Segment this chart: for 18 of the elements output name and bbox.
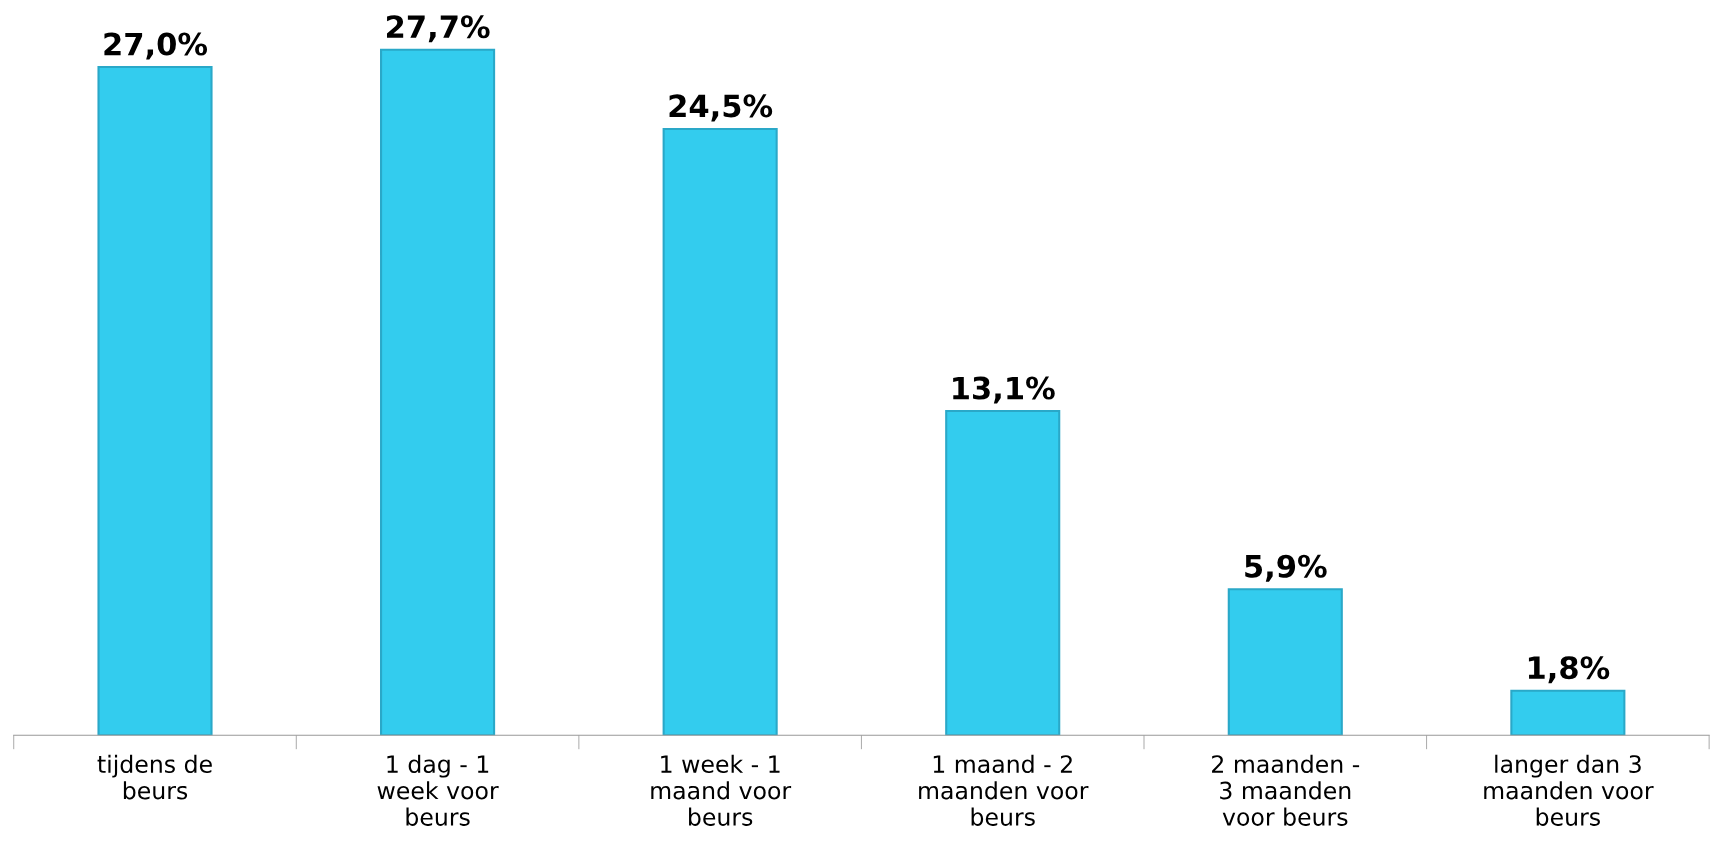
data-label: 27,0% [104, 32, 208, 60]
bar [945, 410, 1061, 736]
bar [662, 127, 778, 736]
data-label: 13,1% [953, 376, 1055, 404]
x-tick-label: tijdens de beurs [97, 754, 212, 800]
x-tick-label: 2 maanden - 3 maanden voor beurs [1212, 754, 1360, 826]
data-label: 1,8% [1528, 656, 1610, 684]
bar [1510, 689, 1626, 736]
bar [97, 66, 213, 736]
bar [380, 48, 496, 736]
x-tick-label: langer dan 3 maanden voor beurs [1484, 754, 1654, 826]
bar [1227, 588, 1343, 736]
data-label: 5,9% [1245, 554, 1327, 582]
x-tick-label: 1 maand - 2 maanden voor beurs [919, 754, 1089, 826]
x-tick-label: 1 dag - 1 week voor beurs [377, 754, 499, 826]
x-tick-label: 1 week - 1 maand voor beurs [651, 754, 792, 826]
data-label: 27,7% [386, 15, 490, 43]
data-label: 24,5% [669, 94, 773, 122]
